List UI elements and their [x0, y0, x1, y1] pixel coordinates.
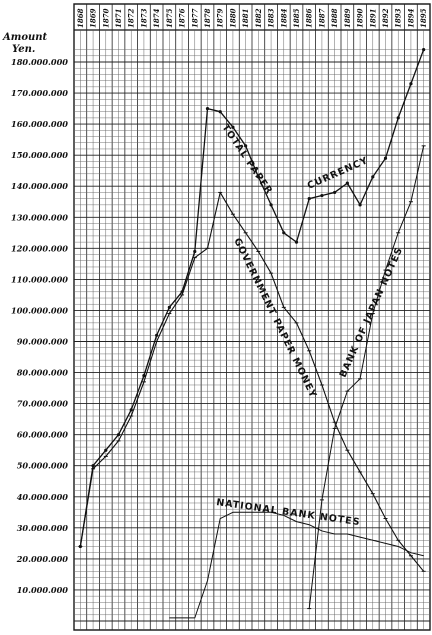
- y-tick-label: 20.000.000: [16, 554, 69, 564]
- x-tick-label: 1890: [356, 8, 365, 28]
- x-tick-label: 1893: [394, 8, 403, 28]
- data-point: [307, 197, 311, 201]
- chart-grid: [73, 3, 431, 631]
- x-tick-label: 1884: [279, 8, 288, 28]
- data-point: [320, 193, 324, 198]
- x-tick-label: 1888: [330, 8, 339, 28]
- x-tick-label: 1879: [216, 8, 225, 28]
- y-axis: Amount Yen. 10.000.000 20.000.000 30.000.0…: [2, 32, 68, 595]
- data-point: [396, 116, 400, 120]
- x-tick-label: 1877: [190, 8, 199, 28]
- x-tick-label: 1892: [381, 8, 390, 28]
- y-tick-label: 110.000.000: [11, 274, 68, 284]
- data-point: [345, 181, 349, 185]
- x-tick-label: 1881: [241, 9, 250, 28]
- y-tick-label: 10.000.000: [17, 585, 69, 595]
- y-tick-label: 90.000.000: [17, 337, 69, 347]
- series-national-bank-notes: [169, 511, 424, 619]
- data-point: [218, 110, 222, 114]
- series-line: [79, 191, 425, 572]
- x-tick-label: 1878: [203, 8, 212, 28]
- data-point: [294, 240, 299, 244]
- y-tick-label: 150.000.000: [11, 150, 68, 160]
- data-point: [205, 106, 210, 111]
- y-tick-label: 140.000.000: [11, 181, 68, 191]
- series-lines: [78, 47, 426, 619]
- x-tick-label: 1887: [317, 8, 326, 28]
- y-tick-label: 180.000.000: [11, 57, 68, 67]
- series-line: [79, 49, 425, 547]
- data-point: [104, 448, 108, 452]
- y-tick-label: 70.000.000: [17, 399, 69, 409]
- y-tick-label: 50.000.000: [17, 461, 69, 471]
- y-tick-label: 80.000.000: [17, 368, 69, 378]
- data-point: [244, 144, 248, 148]
- data-point: [116, 433, 121, 437]
- x-tick-label: 1870: [101, 8, 110, 28]
- x-tick-label: 1873: [139, 8, 148, 28]
- series-bank-of-japan-notes: [307, 145, 426, 610]
- x-tick-label: 1880: [228, 8, 237, 28]
- x-tick-label: 1883: [267, 8, 276, 28]
- x-tick-label: 1876: [178, 8, 187, 28]
- y-tick-label: 60.000.000: [17, 430, 69, 440]
- data-point: [231, 125, 235, 129]
- x-tick-label: 1885: [292, 8, 301, 28]
- series-line: [169, 511, 424, 619]
- y-tick-label: 30.000.000: [17, 523, 69, 533]
- x-tick-label: 1875: [165, 8, 174, 28]
- x-tick-label: 1868: [76, 8, 85, 28]
- y-tick-label: 170.000.000: [11, 88, 68, 98]
- y-tick-label: 40.000.000: [17, 492, 69, 502]
- series-government-paper-money: [78, 191, 426, 572]
- x-tick-label: 1889: [343, 8, 352, 28]
- x-tick-label: 1882: [254, 8, 263, 28]
- series-line: [308, 145, 425, 609]
- y-tick-label: 120.000.000: [11, 243, 68, 253]
- series-annotation: GOVERNMENT PAPER MONEY: [231, 236, 318, 400]
- x-tick-label: 1874: [152, 8, 161, 28]
- y-tick-label: 160.000.000: [11, 119, 68, 129]
- data-point: [269, 203, 273, 207]
- x-axis-year-labels: 1868 1869 1870 1871 1872 1873 1874 1875 1876 1877…: [76, 8, 428, 28]
- data-point: [409, 82, 413, 86]
- data-point: [155, 333, 159, 337]
- x-tick-label: 1886: [305, 8, 314, 28]
- y-axis-title-yen: Yen.: [12, 44, 35, 55]
- data-point: [91, 464, 95, 468]
- data-point: [371, 175, 375, 179]
- data-point: [422, 47, 426, 52]
- y-tick-label: 100.000.000: [11, 305, 68, 315]
- x-tick-label: 1891: [368, 9, 377, 28]
- data-point: [142, 374, 146, 378]
- x-tick-label: 1869: [89, 8, 98, 28]
- x-tick-label: 1871: [114, 9, 123, 28]
- data-point: [358, 203, 362, 207]
- data-point: [167, 305, 171, 309]
- y-tick-label: 130.000.000: [11, 212, 68, 222]
- x-tick-label: 1895: [419, 8, 428, 28]
- data-point: [282, 231, 286, 235]
- y-axis-title-amount: Amount: [2, 32, 48, 43]
- x-tick-label: 1894: [406, 8, 415, 28]
- data-point: [256, 175, 260, 179]
- data-point: [383, 156, 388, 160]
- data-point: [333, 190, 337, 195]
- series-annotation: TOTAL PAPER: [220, 123, 275, 197]
- series-annotation: BANK OF JAPAN NOTES: [338, 245, 406, 379]
- data-point: [193, 249, 197, 254]
- data-point: [129, 408, 133, 412]
- x-tick-label: 1872: [127, 8, 136, 28]
